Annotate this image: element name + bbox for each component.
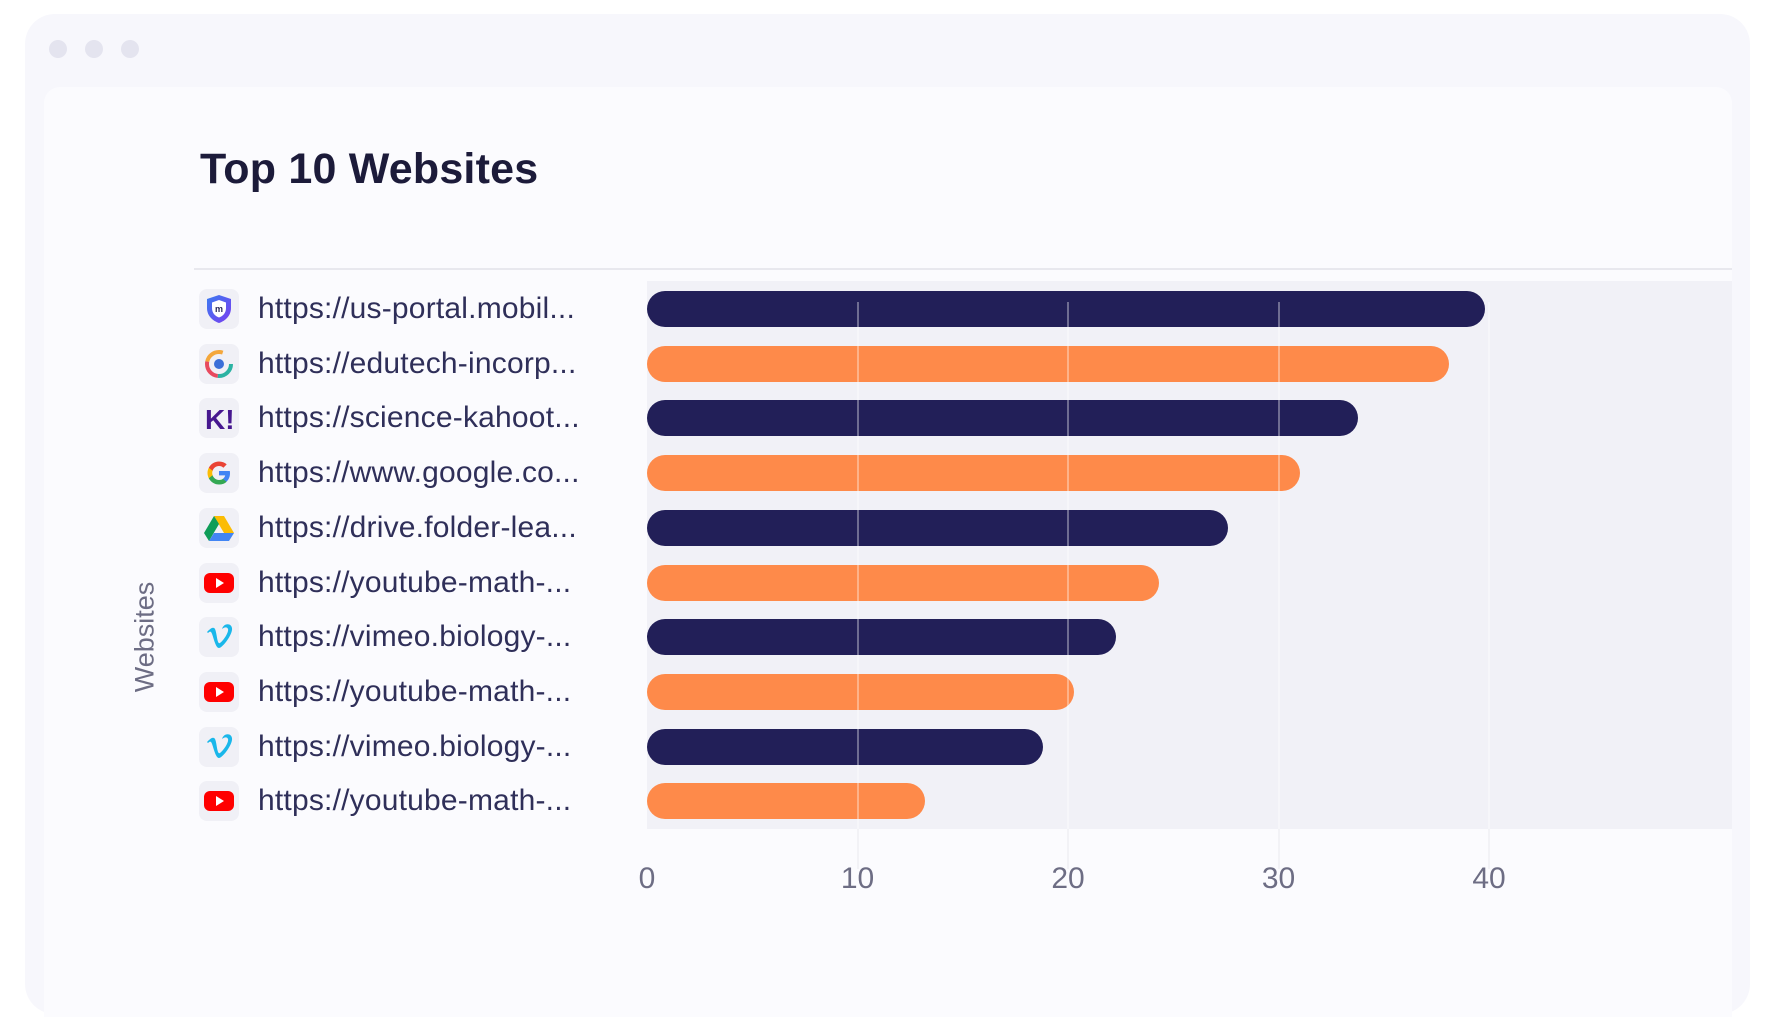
bar[interactable] xyxy=(647,455,1300,492)
chart-row[interactable]: https://youtube-math-... xyxy=(44,552,1732,614)
chart-row[interactable]: https://vimeo.biology-... xyxy=(44,716,1732,778)
window-dot-icon[interactable] xyxy=(49,40,67,58)
bar[interactable] xyxy=(647,673,1075,710)
gridline-overlay xyxy=(1488,302,1490,869)
gridline-overlay xyxy=(1067,302,1069,869)
youtube-logo-icon xyxy=(199,562,239,603)
app-window: Top 10 Websites Websites m https://us-por… xyxy=(25,14,1750,1017)
category-label[interactable]: https://vimeo.biology-... xyxy=(258,729,572,763)
chart-row[interactable]: https://www.google.co... xyxy=(44,442,1732,504)
x-tick-label: 40 xyxy=(1472,862,1506,895)
category-label[interactable]: https://youtube-math-... xyxy=(258,784,572,818)
x-tick-label: 30 xyxy=(1261,862,1296,895)
chart-row[interactable]: m https://us-portal.mobil... xyxy=(44,278,1732,340)
x-tick-label: 20 xyxy=(1051,862,1085,895)
window-controls xyxy=(49,40,139,58)
bar[interactable] xyxy=(647,509,1228,546)
window-dot-icon[interactable] xyxy=(85,40,103,58)
chart-title: Top 10 Websites xyxy=(200,145,539,193)
bar[interactable] xyxy=(647,291,1485,327)
svg-text:m: m xyxy=(215,304,223,314)
youtube-logo-icon xyxy=(199,671,239,712)
google-logo-icon xyxy=(199,453,239,494)
category-label[interactable]: https://youtube-math-... xyxy=(258,565,572,599)
chart-row[interactable]: https://vimeo.biology-... xyxy=(44,606,1732,668)
svg-text:K!: K! xyxy=(205,404,235,433)
chart-row[interactable]: K! https://science-kahoot... xyxy=(44,387,1732,449)
category-label[interactable]: https://vimeo.biology-... xyxy=(258,620,572,654)
gridline-overlay xyxy=(856,302,859,869)
category-label[interactable]: https://drive.folder-lea... xyxy=(258,510,577,544)
chart-row[interactable]: https://youtube-math-... xyxy=(44,770,1732,832)
youtube-logo-icon xyxy=(199,781,239,822)
bar[interactable] xyxy=(647,345,1449,382)
vimeo-logo-icon xyxy=(199,726,239,767)
category-label[interactable]: https://us-portal.mobil... xyxy=(258,292,575,325)
vimeo-logo-icon xyxy=(199,617,239,658)
google-drive-logo-icon xyxy=(199,507,239,548)
category-label[interactable]: https://science-kahoot... xyxy=(258,401,580,435)
bar[interactable] xyxy=(647,400,1359,437)
gridline-overlay xyxy=(1277,302,1280,869)
chart-row[interactable]: https://youtube-math-... xyxy=(44,661,1732,723)
category-label[interactable]: https://youtube-math-... xyxy=(258,674,572,708)
bar[interactable] xyxy=(647,728,1043,765)
chart-card: Top 10 Websites Websites m https://us-por… xyxy=(44,87,1732,1017)
mobile-guardian-shield-icon: m xyxy=(199,289,239,329)
edutech-logo-icon xyxy=(199,343,239,384)
bar[interactable] xyxy=(647,783,925,820)
chart-row[interactable]: https://edutech-incorp... xyxy=(44,333,1732,395)
bar[interactable] xyxy=(647,619,1117,656)
kahoot-logo-icon: K! xyxy=(199,398,239,439)
chart-row[interactable]: https://drive.folder-lea... xyxy=(44,497,1732,559)
bar[interactable] xyxy=(647,564,1159,601)
window-dot-icon[interactable] xyxy=(121,40,139,58)
category-label[interactable]: https://www.google.co... xyxy=(258,456,580,490)
x-tick-label: 10 xyxy=(840,862,875,895)
category-label[interactable]: https://edutech-incorp... xyxy=(258,346,577,380)
title-divider xyxy=(194,268,1732,270)
x-tick-label: 0 xyxy=(638,862,656,895)
